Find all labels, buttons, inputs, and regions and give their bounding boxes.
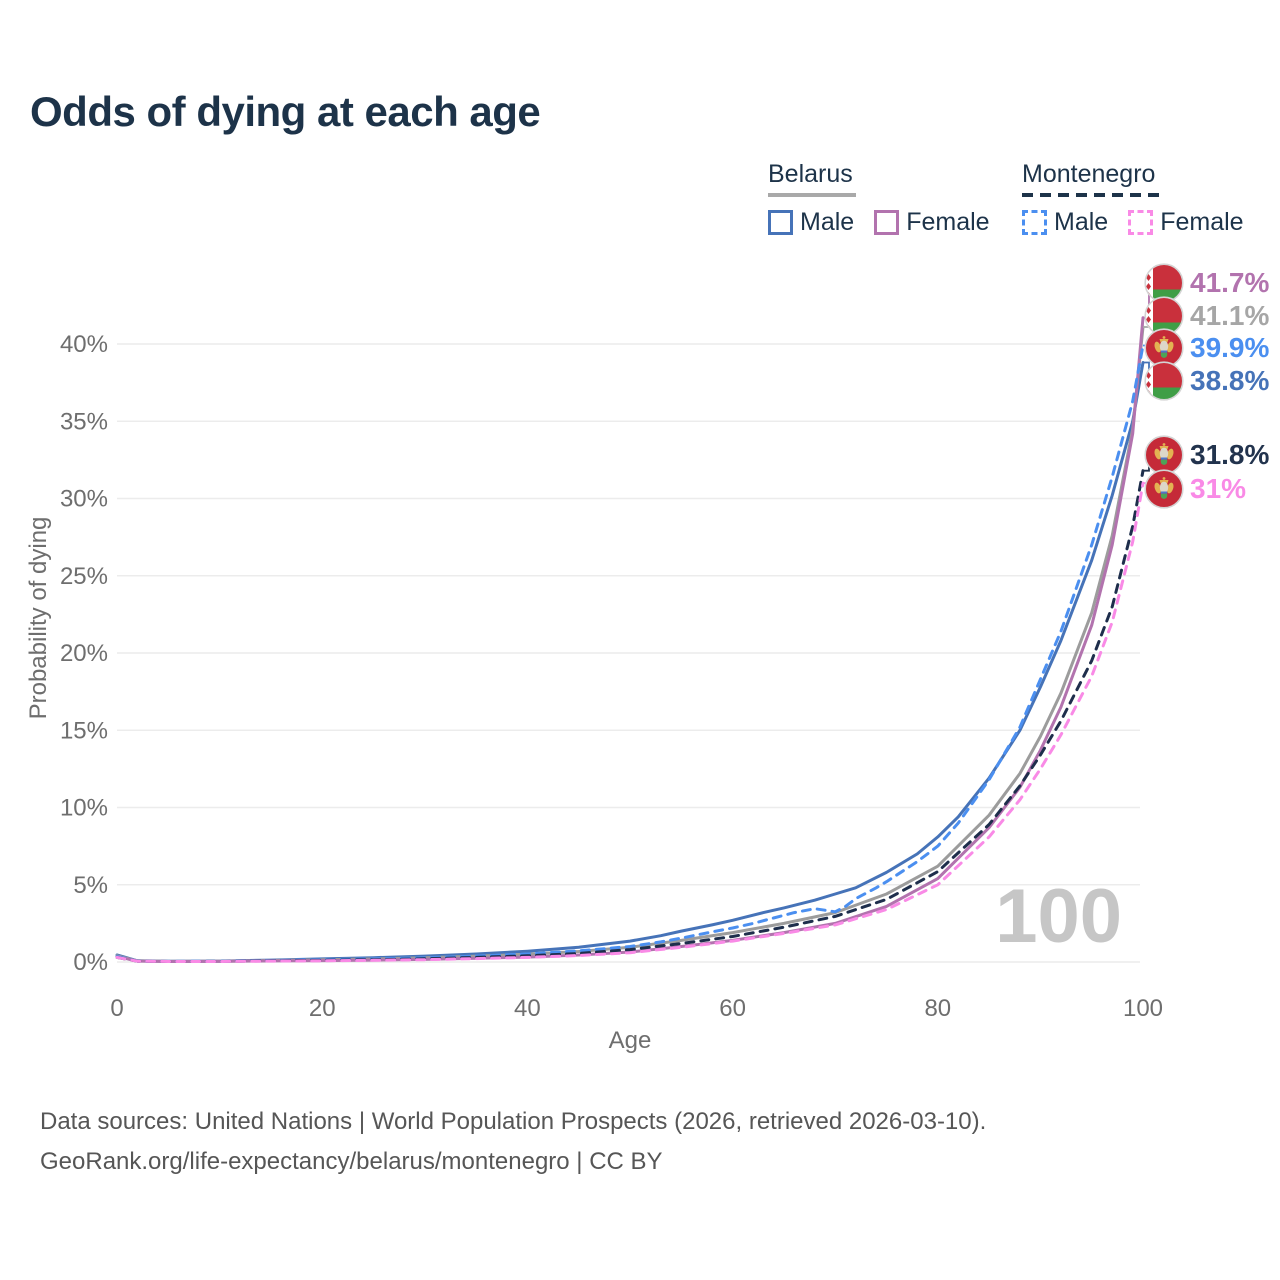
legend-item-belarus-female[interactable]: Female	[874, 207, 990, 237]
montenegro-line-style-swatch	[1022, 193, 1164, 197]
series-line-belarus-female	[115, 316, 1145, 963]
legend-item-montenegro-male[interactable]: Male	[1022, 208, 1108, 237]
montenegro-male-swatch	[1022, 210, 1047, 235]
y-tick-label: 25%	[60, 563, 108, 590]
end-label-connector	[1143, 454, 1160, 472]
belarus-male-label: Male	[800, 207, 855, 236]
legend-group-belarus: Belarus Male Female	[768, 160, 1010, 237]
y-tick-label: 15%	[60, 717, 108, 744]
legend-country-montenegro-label: Montenegro	[1022, 160, 1156, 188]
x-tick-label: 60	[719, 995, 746, 1022]
series-line-montenegro-total	[115, 469, 1145, 963]
y-tick-label: 5%	[73, 872, 108, 899]
legend-country-belarus[interactable]: Belarus	[768, 160, 1010, 197]
end-label-connector	[1143, 282, 1160, 319]
y-tick-label: 0%	[73, 949, 108, 976]
series-line-belarus-total	[115, 325, 1145, 963]
data-source-text: Data sources: United Nations | World Pop…	[40, 1108, 987, 1135]
legend-country-belarus-label: Belarus	[768, 160, 853, 188]
x-tick-label: 80	[924, 995, 951, 1022]
y-tick-label: 30%	[60, 486, 108, 513]
end-label-connector	[1143, 361, 1160, 382]
x-tick-label: 20	[309, 995, 336, 1022]
belarus-male-swatch	[768, 209, 793, 235]
attribution-text: GeoRank.org/life-expectancy/belarus/mont…	[40, 1148, 663, 1175]
end-label-connector	[1143, 344, 1160, 349]
y-tick-label: 20%	[60, 640, 108, 667]
end-label-connector	[1143, 482, 1160, 490]
belarus-female-label: Female	[906, 207, 990, 236]
series-line-montenegro-female	[115, 481, 1145, 963]
series-line-belarus-male	[115, 361, 1145, 963]
montenegro-female-swatch	[1128, 210, 1154, 235]
legend-country-montenegro[interactable]: Montenegro	[1022, 160, 1264, 197]
y-tick-label: 40%	[60, 331, 108, 358]
belarus-female-swatch	[874, 209, 900, 235]
legend-group-montenegro: Montenegro Male Female	[1022, 160, 1264, 237]
legend-item-belarus-male[interactable]: Male	[768, 208, 854, 237]
x-tick-label: 0	[110, 995, 123, 1022]
y-axis-title: Probability of dying	[25, 517, 52, 720]
y-tick-label: 10%	[60, 795, 108, 822]
age-counter-watermark: 100	[995, 874, 1122, 959]
legend-item-montenegro-female[interactable]: Female	[1128, 208, 1244, 237]
belarus-line-style-swatch	[768, 193, 856, 197]
x-axis-title: Age	[609, 1027, 652, 1054]
x-tick-label: 100	[1123, 995, 1163, 1022]
x-tick-label: 40	[514, 995, 541, 1022]
page-title: Odds of dying at each age	[30, 88, 541, 135]
montenegro-female-label: Female	[1160, 208, 1244, 236]
y-tick-label: 35%	[60, 408, 108, 435]
montenegro-male-label: Male	[1054, 208, 1109, 236]
